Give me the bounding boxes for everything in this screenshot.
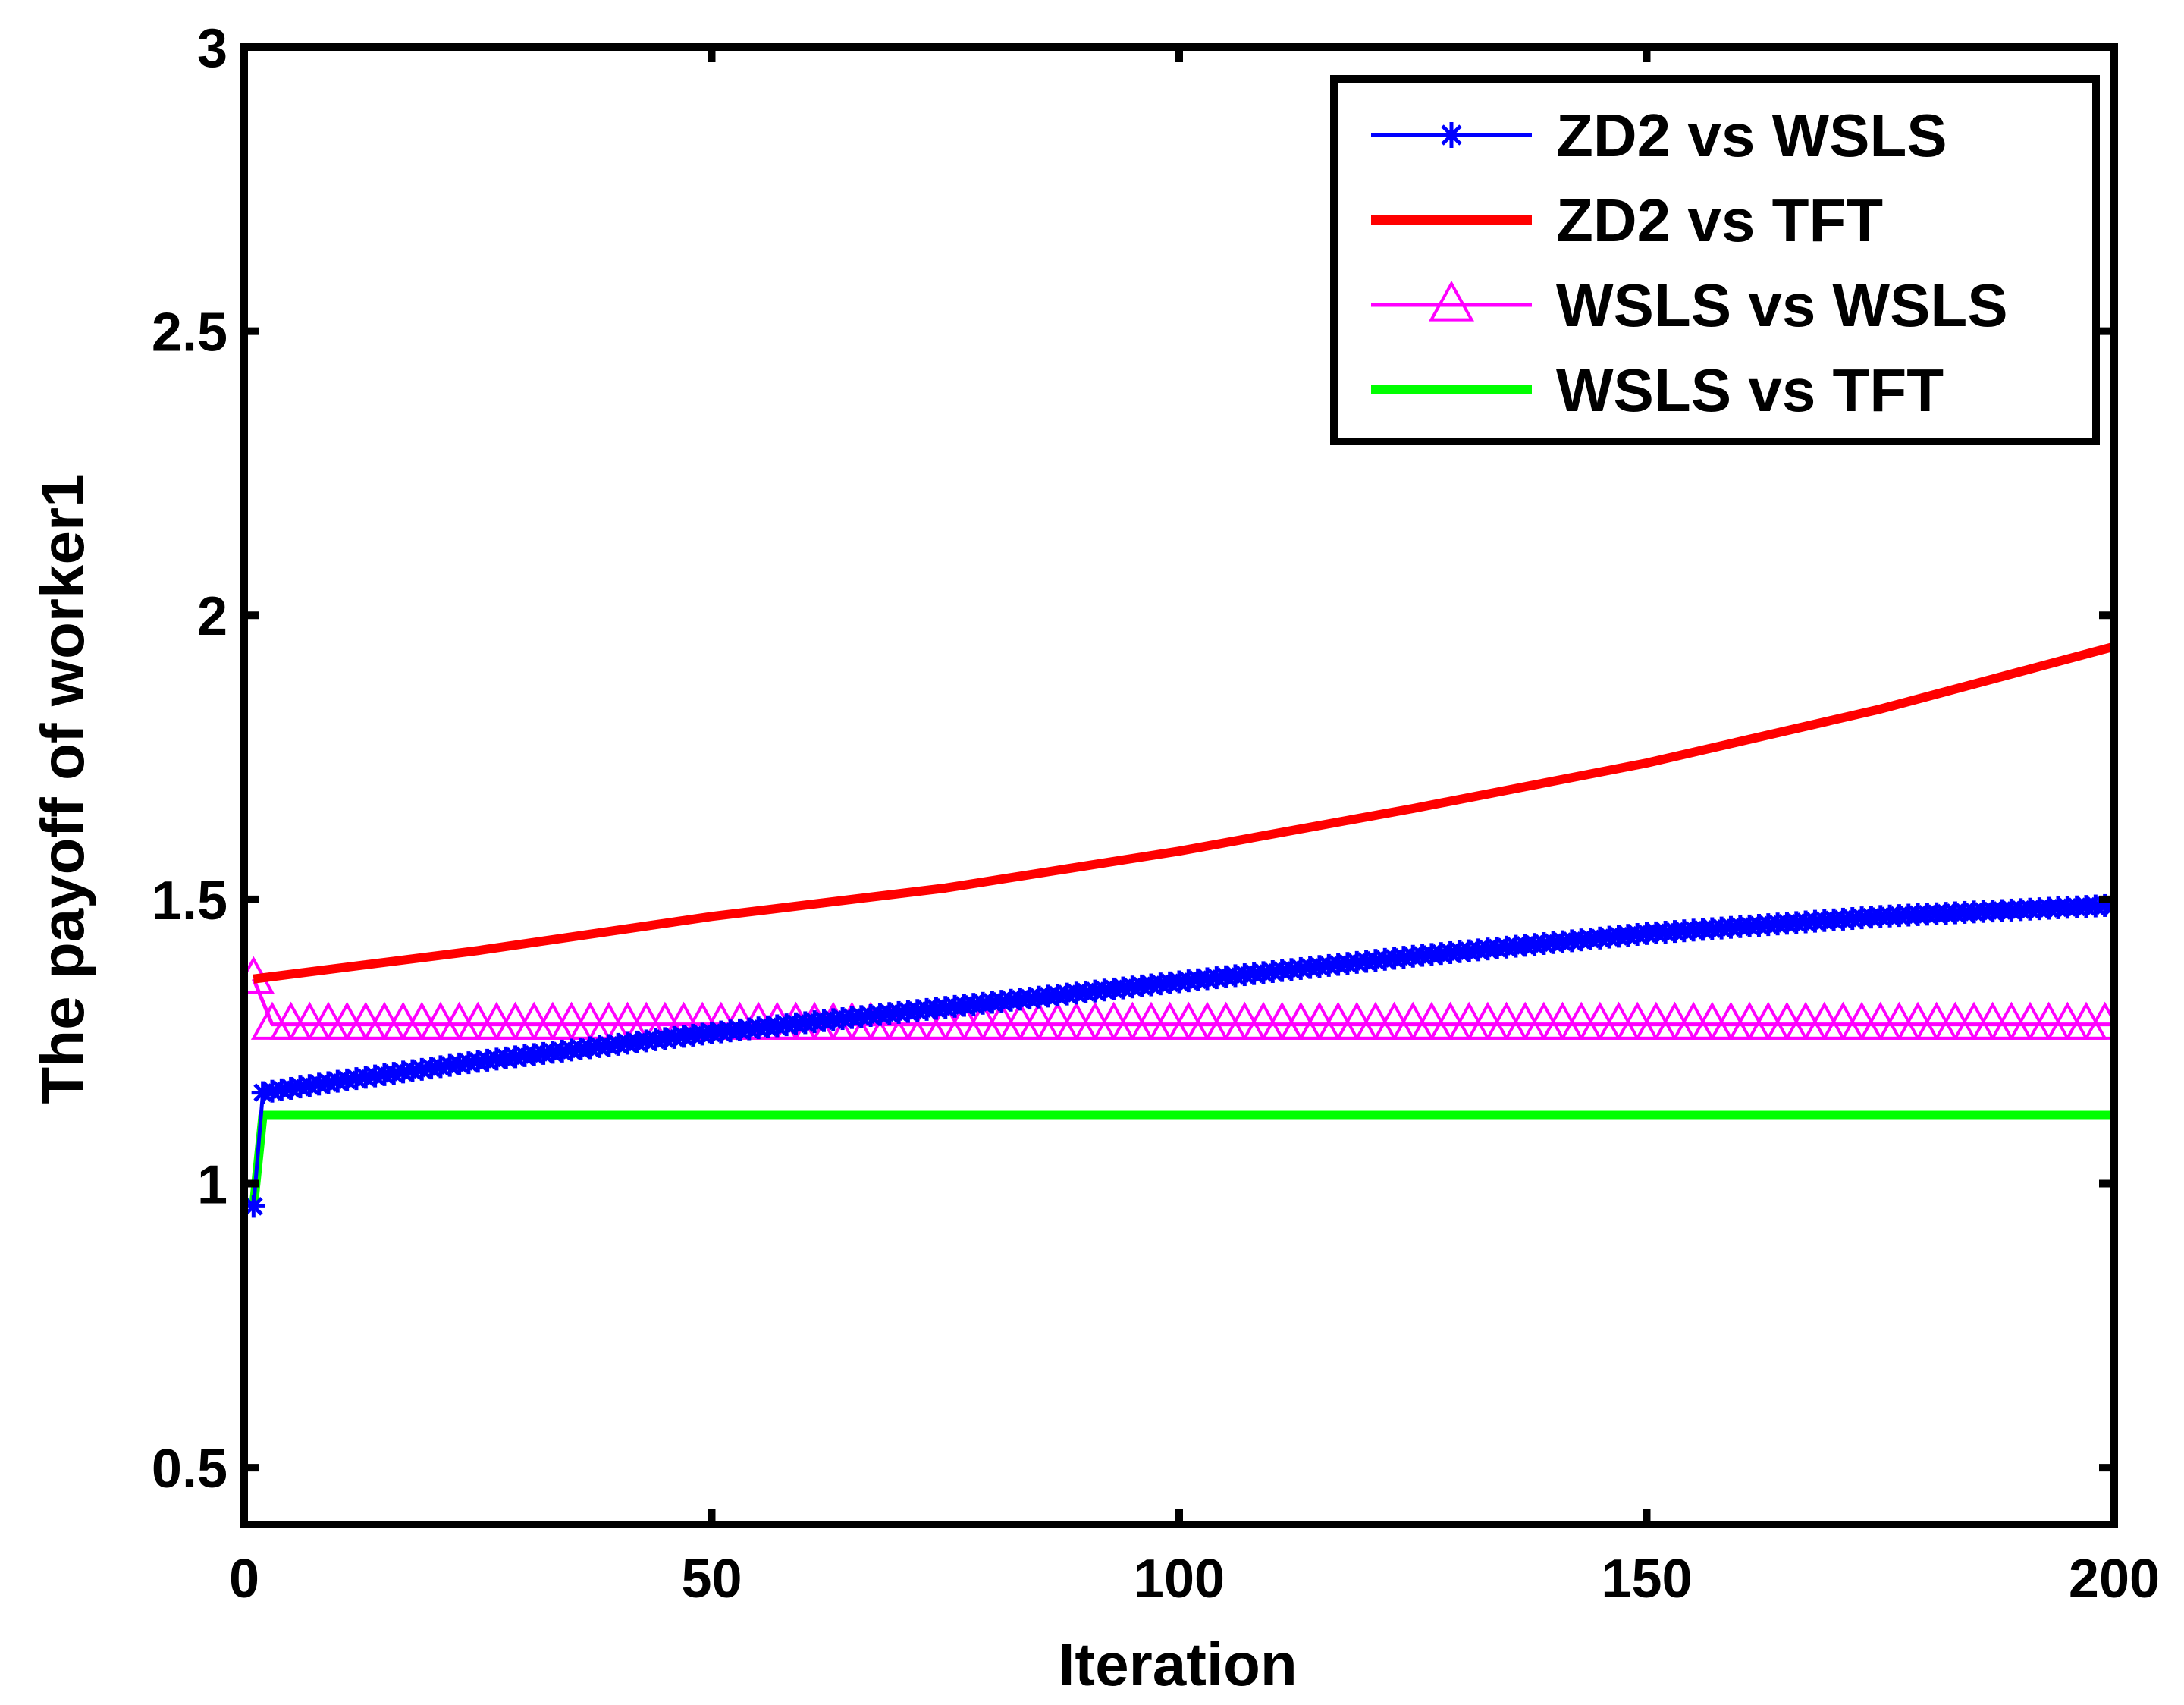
legend-entry-wsls-vs-wsls: WSLS vs WSLS [1371,272,2008,339]
y-axis-label: The payoff of worker1 [29,473,96,1104]
legend-marker-zd2-vs-wsls [1439,122,1464,148]
legend-entry-wsls-vs-tft: WSLS vs TFT [1371,356,1944,424]
x-tick-label: 200 [2069,1549,2160,1609]
series-zd2-vs-tft [253,642,2114,984]
x-tick-label: 100 [1134,1549,1225,1609]
legend-marker-wsls-vs-wsls [1428,280,1475,322]
legend-label-zd2-vs-tft: ZD2 vs TFT [1556,187,1883,254]
x-tick-label: 150 [1601,1549,1692,1609]
y-tick-label: 2.5 [152,303,228,363]
legend-box [1330,75,2100,445]
legend-label-wsls-vs-wsls: WSLS vs WSLS [1556,272,2008,339]
legend-entry-zd2-vs-tft: ZD2 vs TFT [1371,187,1883,254]
y-tick-label: 3 [197,18,228,79]
series-zd2-vs-wsls [244,893,2114,1218]
legend-label-zd2-vs-wsls: ZD2 vs WSLS [1556,102,1947,169]
legend-label-wsls-vs-tft: WSLS vs TFT [1556,356,1944,424]
y-tick-label: 1 [197,1154,228,1215]
series-marker-wsls-vs-wsls [2083,1001,2114,1040]
series-line-zd2-vs-tft [253,642,2114,984]
x-tick-label: 0 [229,1549,259,1609]
y-tick-label: 2 [197,586,228,647]
y-tick-label: 0.5 [152,1439,228,1499]
y-tick-label: 1.5 [152,871,228,931]
legend: ZD2 vs WSLS ZD2 vs TFT WSLS vs WSLS WSLS vs… [1330,75,2100,445]
series-layer [244,642,2114,1218]
series-marker-zd2-vs-wsls [244,1195,265,1218]
x-axis-label: Iteration [1058,1631,1298,1698]
x-tick-label: 50 [681,1549,742,1609]
legend-entry-zd2-vs-wsls: ZD2 vs WSLS [1371,102,1947,169]
ticks-layer: 0 50 100 150 200 0.5 1 1.5 2 2.5 3 [152,18,2160,1609]
